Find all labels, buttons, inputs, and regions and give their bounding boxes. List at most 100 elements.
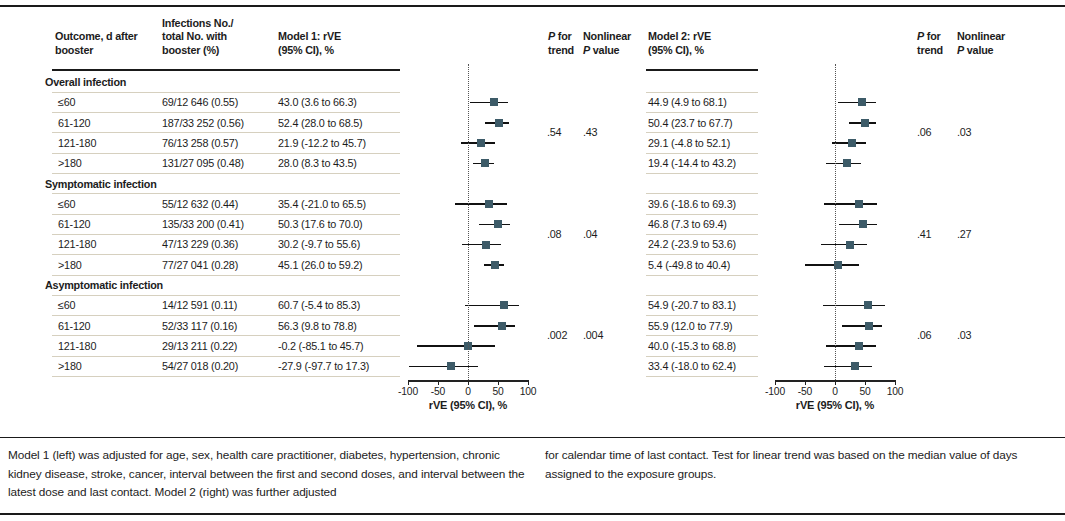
row-separator (646, 356, 758, 357)
infections-cell: 54/27 018 (0.20) (162, 360, 238, 373)
p-trend-value-model1: .002 (547, 329, 567, 342)
ci-line (824, 203, 877, 205)
model1-rve-cell: 56.3 (9.8 to 78.8) (278, 320, 357, 333)
model2-rve-cell: 24.2 (-23.9 to 53.6) (648, 238, 736, 251)
point-estimate-marker (491, 261, 499, 269)
x-axis-title: rVE (95% CI), % (765, 399, 905, 412)
x-axis-tick (805, 380, 806, 385)
row-separator (52, 335, 400, 336)
point-estimate-marker (490, 98, 498, 106)
row-separator (646, 92, 758, 93)
model1-rve-cell: 21.9 (-12.2 to 45.7) (278, 137, 366, 150)
row-label: >180 (58, 259, 82, 272)
row-label: ≤60 (58, 198, 75, 211)
x-axis-tick (775, 380, 776, 385)
row-label: 61-120 (58, 117, 90, 130)
model2-rve-cell: 40.0 (-15.3 to 68.8) (648, 340, 736, 353)
ci-line (839, 224, 876, 226)
point-estimate-marker (848, 139, 856, 147)
x-axis-tick (438, 380, 439, 385)
x-axis-tick-label: 100 (877, 386, 913, 398)
section-label: Overall infection (45, 76, 126, 89)
zero-reference-line (835, 64, 836, 380)
point-estimate-marker (495, 119, 503, 127)
ci-line (826, 345, 876, 347)
footnote-right-column: for calendar time of last contact. Test … (545, 446, 1057, 483)
point-estimate-marker (864, 301, 872, 309)
nonlinear-p-value-model1: .43 (583, 126, 597, 139)
header-p-trend-right: P for trend (917, 30, 943, 57)
row-label: 121-180 (58, 238, 96, 251)
model2-rve-cell: 55.9 (12.0 to 77.9) (648, 320, 732, 333)
point-estimate-marker (855, 200, 863, 208)
model2-rve-cell: 50.4 (23.7 to 67.7) (648, 117, 732, 130)
x-axis-tick (408, 380, 409, 385)
row-label: >180 (58, 360, 82, 373)
point-estimate-marker (865, 322, 873, 330)
row-separator (52, 315, 400, 316)
footnote-left-column: Model 1 (left) was adjusted for age, sex… (8, 446, 534, 502)
row-separator (646, 254, 758, 255)
infections-cell: 135/33 200 (0.41) (162, 218, 244, 231)
infections-cell: 52/33 117 (0.16) (162, 320, 237, 333)
row-label: >180 (58, 157, 82, 170)
row-separator (646, 295, 758, 296)
nonlinear-p-value-model2: .03 (957, 126, 971, 139)
nonlinear-p-value-model1: .04 (583, 228, 597, 241)
ci-line (455, 203, 507, 205)
row-label: ≤60 (58, 299, 75, 312)
row-separator (646, 112, 758, 113)
x-axis-title: rVE (95% CI), % (398, 399, 538, 412)
section-label: Asymptomatic infection (45, 279, 163, 292)
model2-rve-cell: 29.1 (-4.8 to 52.1) (648, 137, 730, 150)
infections-cell: 77/27 041 (0.28) (162, 259, 238, 272)
p-trend-value-model1: .08 (547, 228, 561, 241)
row-separator (52, 295, 400, 296)
row-separator (52, 376, 400, 377)
row-separator (646, 315, 758, 316)
p-trend-value-model1: .54 (547, 126, 561, 139)
row-separator (646, 335, 758, 336)
model1-rve-cell: 35.4 (-21.0 to 65.5) (278, 198, 366, 211)
row-separator (52, 275, 400, 276)
zero-reference-line (468, 64, 469, 380)
model2-rve-cell: 54.9 (-20.7 to 83.1) (648, 299, 736, 312)
header-nonlinear-left: Nonlinear P value (583, 30, 631, 57)
model2-rve-cell: 5.4 (-49.8 to 40.4) (648, 259, 730, 272)
header-nonlinear-right: Nonlinear P value (957, 30, 1005, 57)
point-estimate-marker (858, 98, 866, 106)
infections-cell: 14/12 591 (0.11) (162, 299, 237, 312)
model2-rve-cell: 46.8 (7.3 to 69.4) (648, 218, 727, 231)
row-separator (52, 214, 400, 215)
p-trend-value-model2: .06 (917, 329, 931, 342)
row-separator (52, 356, 400, 357)
bottom-rule (0, 513, 1065, 515)
row-separator (646, 173, 758, 174)
row-separator (646, 376, 758, 377)
point-estimate-marker (494, 220, 502, 228)
infections-cell: 69/12 646 (0.55) (162, 96, 238, 109)
row-separator (646, 153, 758, 154)
ci-line (417, 345, 495, 347)
row-separator (52, 193, 400, 194)
x-axis-tick (498, 380, 499, 385)
model1-rve-cell: 43.0 (3.6 to 66.3) (278, 96, 357, 109)
point-estimate-marker (846, 241, 854, 249)
row-label: 121-180 (58, 137, 96, 150)
ci-line (474, 325, 515, 327)
point-estimate-marker (447, 362, 455, 370)
infections-cell: 131/27 095 (0.48) (162, 157, 244, 170)
x-axis-tick-label: 100 (510, 386, 546, 398)
model2-rve-cell: 19.4 (-14.4 to 43.2) (648, 157, 736, 170)
ci-line (465, 305, 519, 307)
point-estimate-marker (843, 159, 851, 167)
point-estimate-marker (481, 159, 489, 167)
model1-rve-cell: 52.4 (28.0 to 68.5) (278, 117, 362, 130)
ci-line (821, 244, 868, 246)
row-separator (52, 173, 400, 174)
point-estimate-marker (485, 200, 493, 208)
header-rule-left (52, 69, 400, 71)
header-model2: Model 2: rVE (95% CI), % (648, 30, 711, 57)
row-separator (646, 275, 758, 276)
infections-cell: 29/13 211 (0.22) (162, 340, 237, 353)
